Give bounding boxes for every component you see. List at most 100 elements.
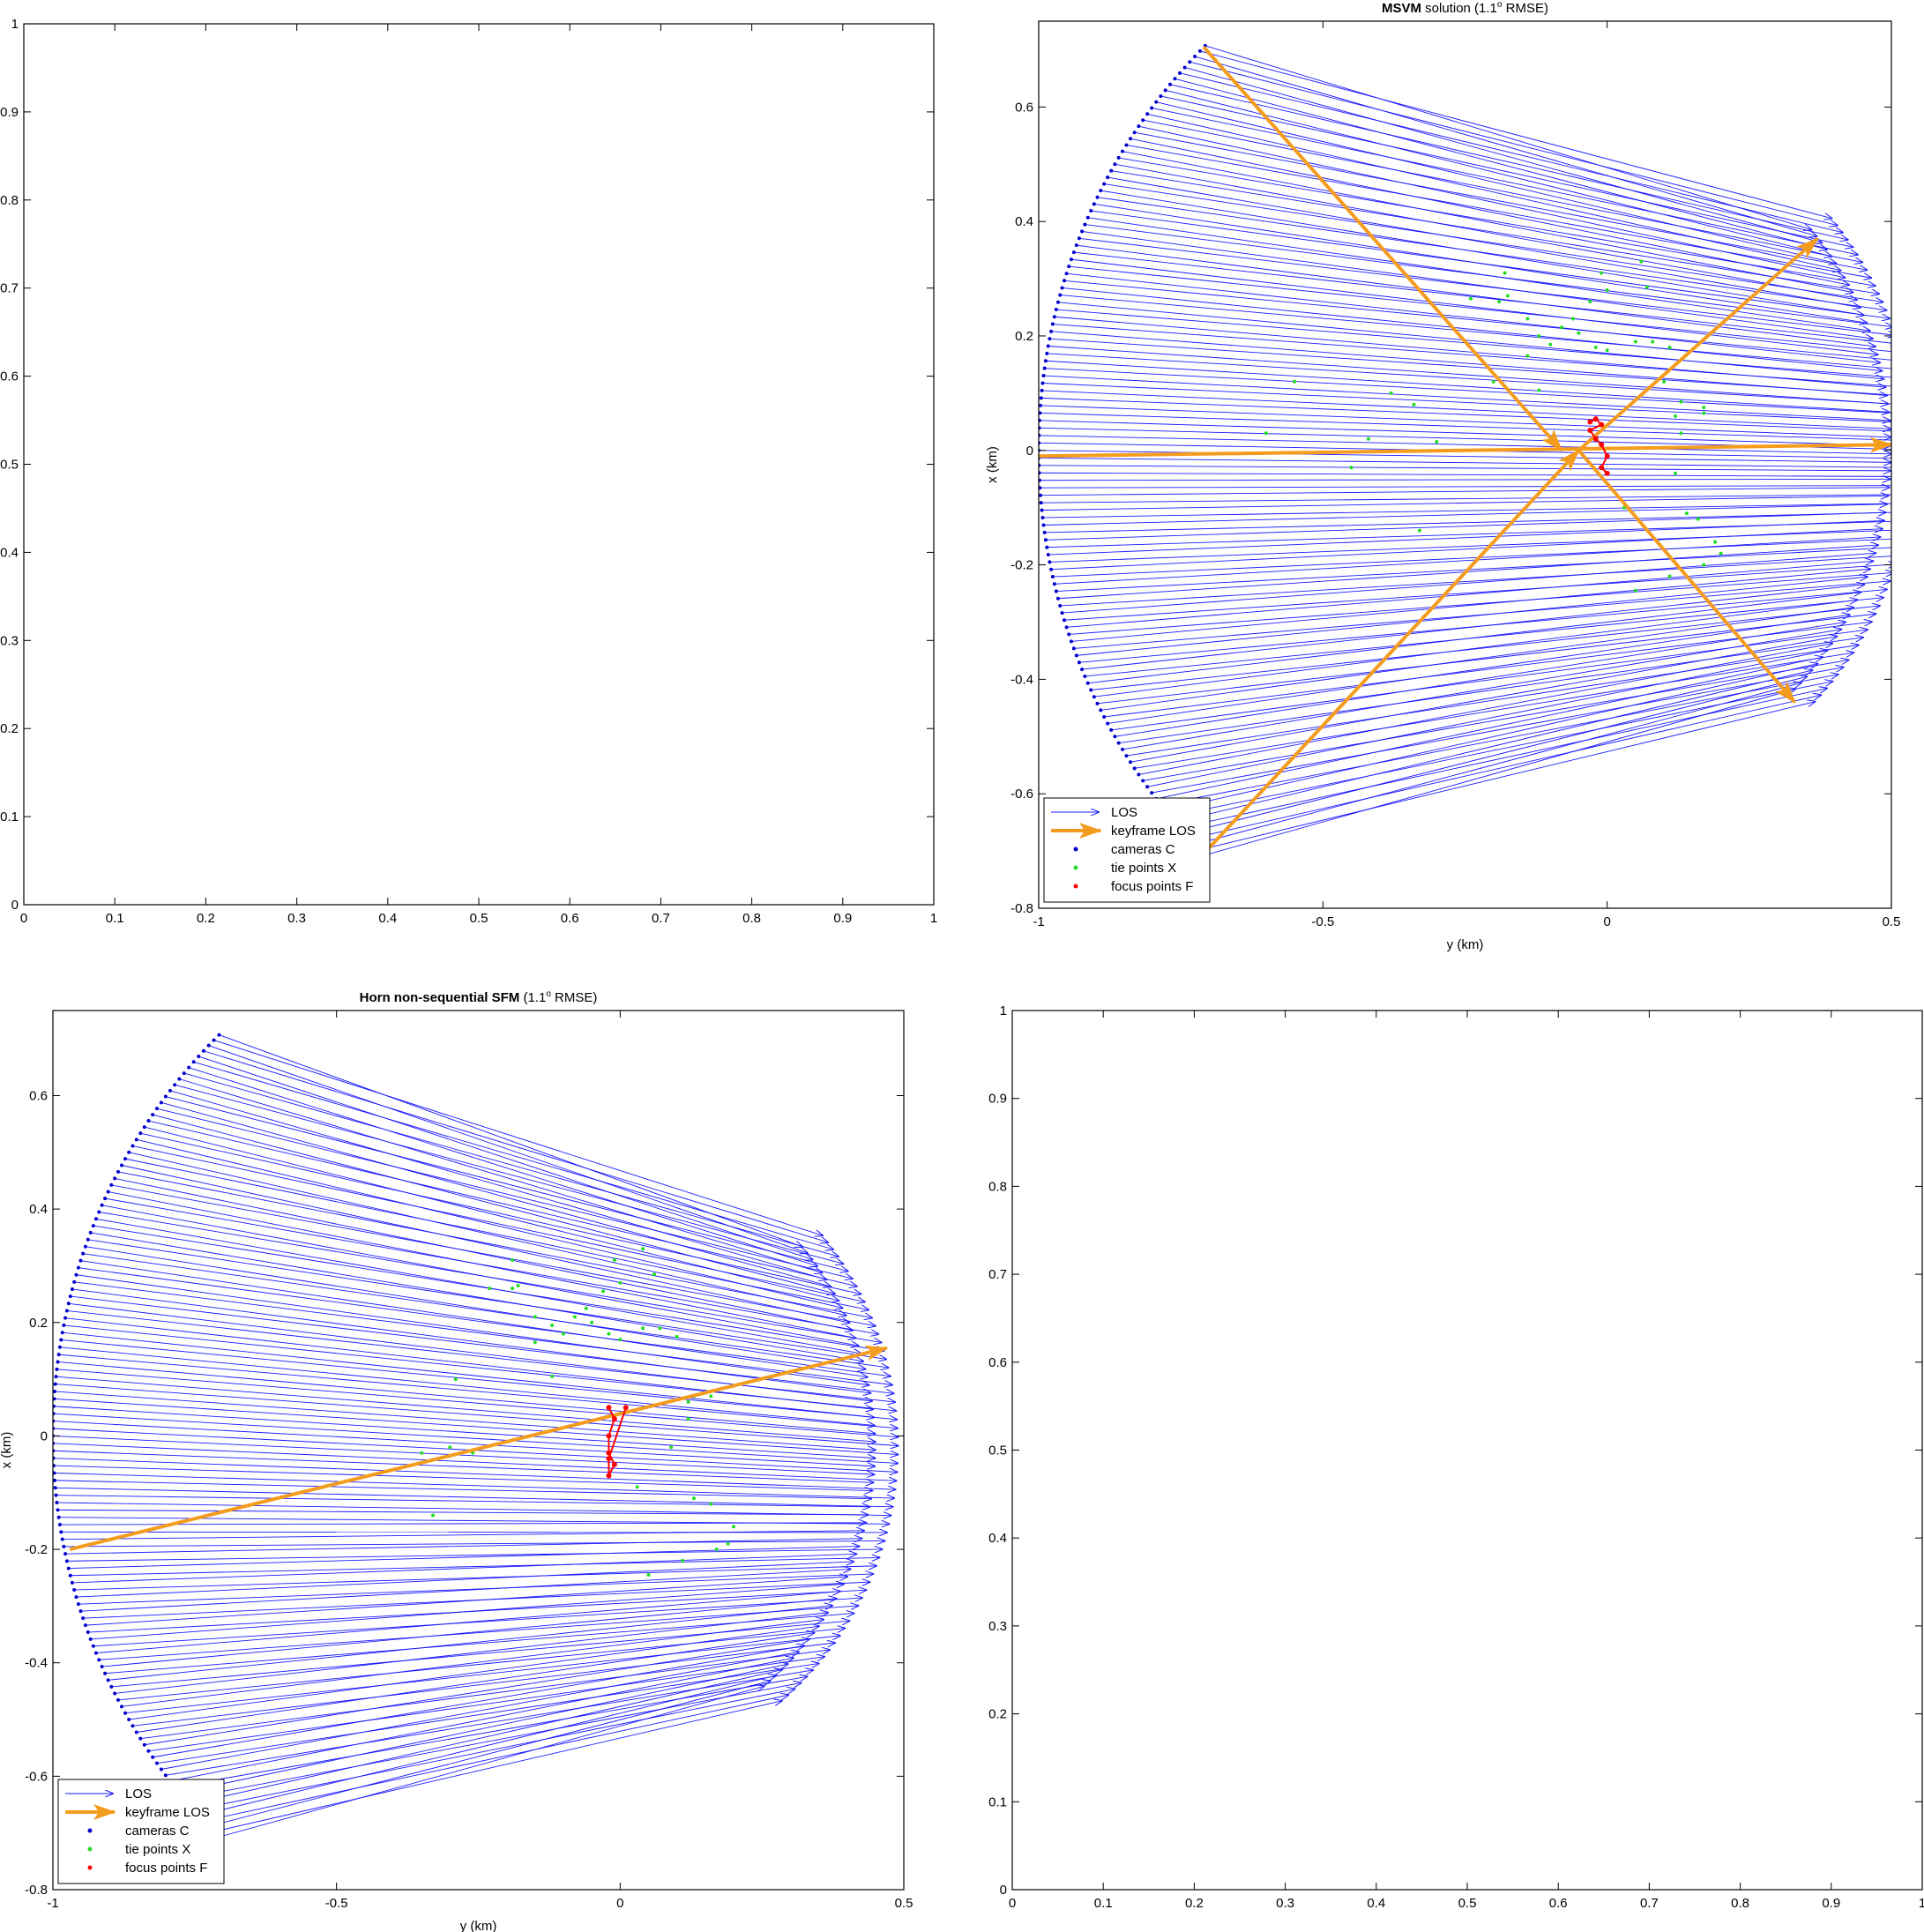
- x-tick-label: 0.7: [1640, 1896, 1659, 1911]
- y-tick-label: 0.6: [1015, 100, 1033, 115]
- legend-label: tie points X: [125, 1842, 190, 1857]
- camera-point: [76, 1602, 80, 1607]
- tie-point: [1468, 296, 1473, 301]
- los-line: [1118, 157, 1876, 286]
- camera-point: [119, 1163, 123, 1167]
- focus-points: [1587, 416, 1610, 476]
- los-line: [70, 1295, 894, 1393]
- los-line: [1169, 682, 1832, 817]
- tie-point: [686, 1417, 690, 1421]
- camera-point: [1182, 65, 1187, 70]
- x-tick-label: 0.1: [1094, 1896, 1113, 1911]
- y-tick-label: 0.4: [988, 1531, 1007, 1546]
- los-line: [1054, 537, 1881, 585]
- tie-point: [1713, 540, 1718, 544]
- camera-point: [68, 1294, 72, 1299]
- camera-point: [1083, 222, 1087, 227]
- los-line: [213, 1040, 823, 1236]
- camera-point: [86, 1237, 90, 1242]
- camera-point: [100, 1665, 104, 1669]
- los-line: [74, 1281, 892, 1385]
- los-line: [70, 1557, 880, 1577]
- camera-point: [1077, 236, 1081, 241]
- camera-point: [1092, 695, 1096, 699]
- camera-point: [53, 1412, 56, 1416]
- camera-point: [1039, 486, 1042, 490]
- legend-label: LOS: [1111, 805, 1137, 820]
- los-line: [1138, 125, 1845, 278]
- los-line: [1091, 210, 1890, 318]
- camera-point: [1120, 149, 1124, 153]
- los-line: [59, 1523, 866, 1525]
- los-line: [1039, 435, 1891, 454]
- los-line: [1040, 397, 1891, 432]
- keyframe-los-line: [1577, 237, 1819, 452]
- los-line: [1130, 637, 1837, 763]
- los-line: [101, 1599, 837, 1667]
- camera-point: [197, 1055, 201, 1059]
- camera-point: [70, 1287, 74, 1291]
- focus-point: [1604, 453, 1610, 459]
- los-line: [1069, 572, 1891, 635]
- los-line: [76, 1562, 854, 1598]
- los-line: [1169, 84, 1848, 240]
- los-line: [183, 1682, 802, 1800]
- los-line: [66, 1310, 895, 1402]
- los-line: [1156, 657, 1823, 800]
- camera-point: [56, 1508, 60, 1512]
- camera-point: [146, 1119, 151, 1123]
- los-line: [1085, 224, 1891, 327]
- camera-point: [123, 1711, 128, 1715]
- los-line: [1040, 488, 1890, 496]
- camera-point: [62, 1323, 66, 1327]
- camera-point: [127, 1718, 131, 1722]
- los-line: [54, 1473, 894, 1498]
- los-line: [74, 1566, 876, 1591]
- axes-frame: [23, 23, 935, 906]
- y-tick-label: -0.6: [1010, 787, 1033, 802]
- los-line: [1138, 644, 1832, 775]
- los-line: [213, 1701, 782, 1832]
- camera-point: [1089, 688, 1093, 692]
- los-line: [1179, 689, 1827, 829]
- los-line: [56, 1502, 891, 1516]
- camera-point: [142, 1125, 146, 1130]
- los-line: [61, 1339, 897, 1419]
- los-line: [1204, 689, 1796, 856]
- camera-point: [81, 1616, 86, 1621]
- los-line: [203, 1050, 828, 1242]
- camera-point: [1046, 344, 1050, 348]
- tie-point: [618, 1338, 623, 1342]
- camera-point: [1062, 279, 1066, 283]
- los-line: [105, 1614, 854, 1675]
- los-line: [175, 1676, 807, 1788]
- los-line: [99, 1212, 881, 1343]
- camera-point: [63, 1552, 68, 1556]
- los-line: [1130, 138, 1849, 285]
- los-line: [90, 1232, 863, 1361]
- camera-point: [212, 1038, 216, 1042]
- tie-points: [1264, 259, 1723, 593]
- camera-point: [54, 1493, 58, 1497]
- camera-point: [1041, 523, 1046, 527]
- camera-point: [168, 1088, 172, 1093]
- los-line: [1062, 553, 1876, 614]
- x-tick-label: 0: [1009, 1896, 1016, 1911]
- camera-point: [134, 1730, 138, 1734]
- y-tick-label: 0: [1026, 444, 1033, 459]
- los-line: [56, 1369, 898, 1437]
- los-line: [1060, 556, 1891, 607]
- x-tick-label: 0.3: [1276, 1896, 1294, 1911]
- los-line: [156, 1663, 819, 1764]
- camera-point: [113, 1691, 117, 1696]
- los-line: [1160, 675, 1838, 806]
- tie-point: [641, 1326, 645, 1331]
- camera-point: [1145, 112, 1150, 116]
- los-line: [87, 1239, 886, 1360]
- camera-point: [123, 1157, 128, 1161]
- camera-point: [1069, 257, 1073, 262]
- tie-point: [1417, 528, 1421, 533]
- los-line: [1039, 472, 1891, 477]
- x-tick-label: 1: [930, 911, 937, 926]
- camera-point: [1040, 516, 1045, 520]
